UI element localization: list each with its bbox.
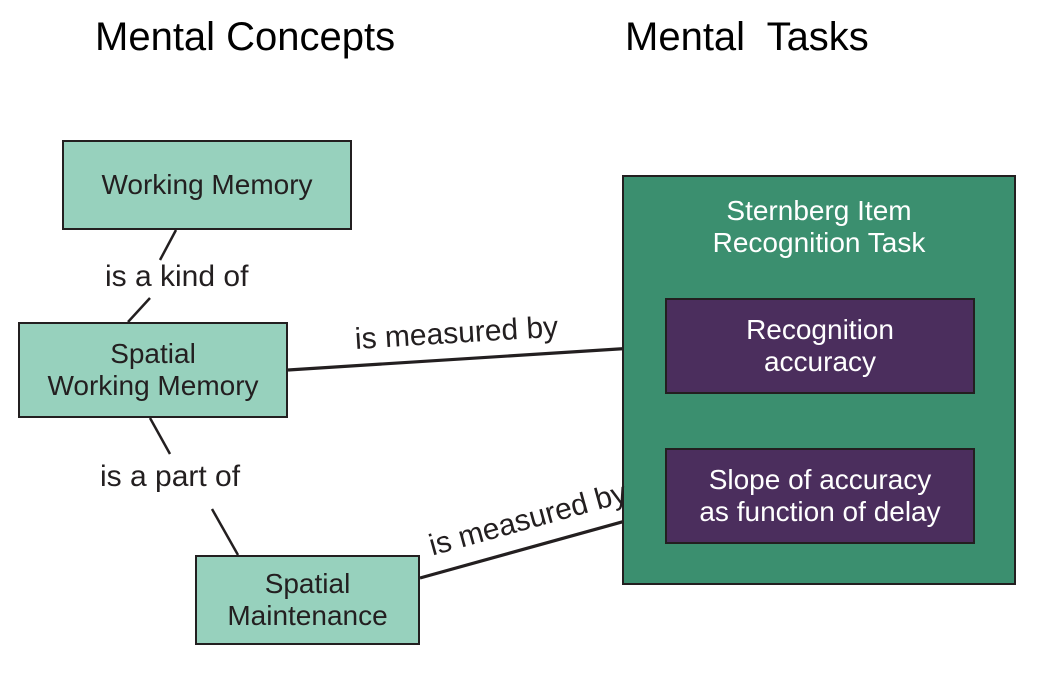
indicator-label: Recognitionaccuracy: [746, 314, 894, 378]
indicator-slope-accuracy: Slope of accuracyas function of delay: [665, 448, 975, 544]
edge-label-measured-by-2: is measured by: [425, 476, 630, 563]
concept-label: Working Memory: [101, 169, 312, 201]
task-title: Sternberg ItemRecognition Task: [624, 195, 1014, 259]
concept-working-memory: Working Memory: [62, 140, 352, 230]
concept-spatial-working-memory: SpatialWorking Memory: [18, 322, 288, 418]
header-right: Mental Tasks: [625, 15, 869, 60]
concept-label: SpatialWorking Memory: [47, 338, 258, 402]
indicator-recognition-accuracy: Recognitionaccuracy: [665, 298, 975, 394]
header-left: Mental Concepts: [95, 15, 395, 60]
concept-spatial-maintenance: SpatialMaintenance: [195, 555, 420, 645]
indicator-label: Slope of accuracyas function of delay: [699, 464, 940, 528]
edge-label-is-part-of: is a part of: [100, 460, 240, 494]
diagram-stage: Mental Concepts Mental Tasks Working Mem…: [0, 0, 1050, 678]
edge-label-measured-by-1: is measured by: [354, 311, 559, 357]
concept-label: SpatialMaintenance: [227, 568, 387, 632]
edge-label-is-kind-of: is a kind of: [105, 260, 248, 294]
